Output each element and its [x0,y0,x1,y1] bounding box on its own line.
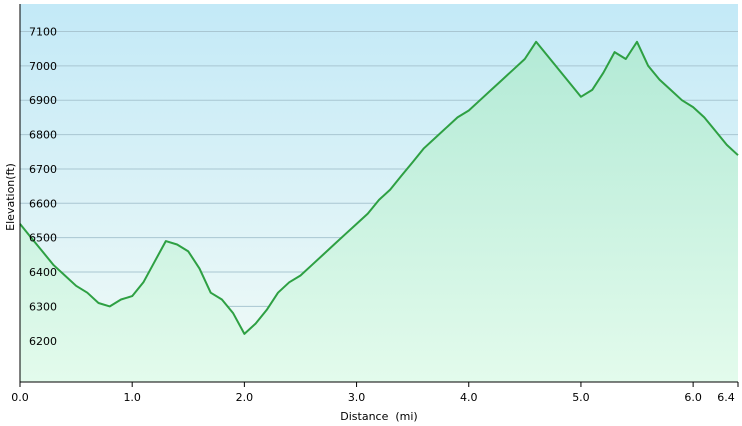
y-tick-label: 6400 [29,266,57,279]
x-tick-label: 5.0 [572,391,590,404]
x-axis-label: Distance (mi) [340,410,417,423]
y-ticks: 6200 6300 6400 6500 6600 6700 6800 6900 7000 7100 [29,25,57,347]
y-tick-label: 7000 [29,60,57,73]
x-tick-label: 0.0 [11,391,29,404]
elevation-line [19,40,739,335]
x-tick-label: 3.0 [348,391,366,404]
y-tick-label: 6200 [29,335,57,348]
x-tick-label: 6.4 [717,391,735,404]
y-axis-label: Elevation(ft) [4,163,17,231]
y-tick-label: 6600 [29,197,57,210]
y-tick-label: 7100 [29,25,57,38]
y-tick-label: 6300 [29,300,57,313]
x-tick-label: 6.0 [684,391,702,404]
elevation-area [20,41,738,383]
y-tick-label: 6800 [29,129,57,142]
y-tick-label: 6700 [29,163,57,176]
y-tick-label: 6500 [29,232,57,245]
x-ticks: 0.0 1.0 2.0 3.0 4.0 5.0 6.0 6.4 [11,382,739,404]
x-tick-label: 1.0 [123,391,141,404]
x-tick-label: 4.0 [460,391,478,404]
x-tick-label: 2.0 [236,391,254,404]
y-tick-label: 6900 [29,94,57,107]
